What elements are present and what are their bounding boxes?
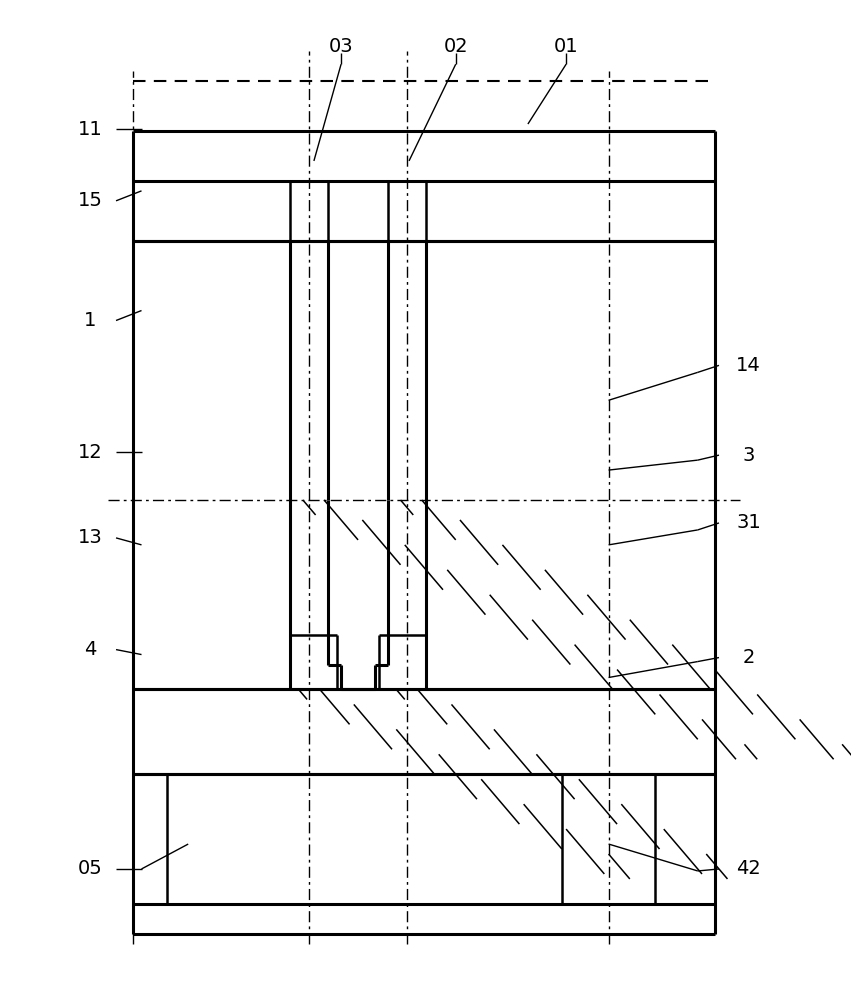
Text: 15: 15	[78, 191, 103, 210]
Text: 01: 01	[554, 37, 579, 56]
Text: 05: 05	[78, 859, 103, 878]
Text: 03: 03	[329, 37, 354, 56]
Text: 13: 13	[78, 528, 103, 547]
Text: 14: 14	[736, 356, 761, 375]
Text: 4: 4	[84, 640, 97, 659]
Text: 11: 11	[78, 120, 103, 139]
Text: 2: 2	[742, 648, 755, 667]
Text: 42: 42	[736, 859, 761, 878]
Text: 12: 12	[78, 443, 103, 462]
Text: 3: 3	[742, 446, 755, 465]
Text: 31: 31	[736, 513, 761, 532]
Text: 1: 1	[84, 311, 97, 330]
Text: 02: 02	[443, 37, 468, 56]
